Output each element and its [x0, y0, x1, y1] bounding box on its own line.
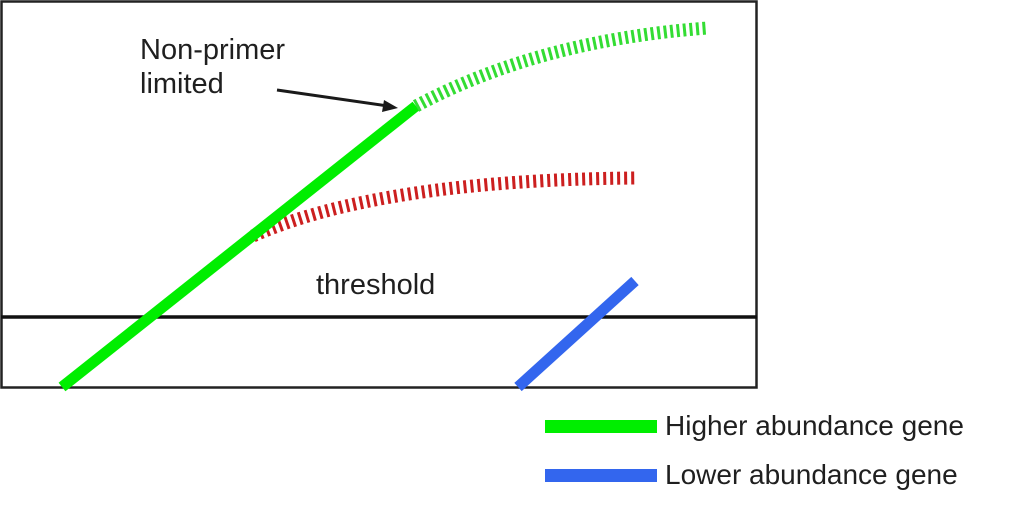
- legend-label: Higher abundance gene: [665, 410, 964, 441]
- primer-limited-curve: [250, 171, 637, 242]
- legend-label: Lower abundance gene: [665, 459, 958, 490]
- threshold-label: threshold: [316, 269, 436, 301]
- lower-abundance-line: [514, 276, 639, 392]
- annotation-line-2: limited: [140, 68, 224, 100]
- annotation-arrow-shaft: [276, 88, 389, 108]
- arrow-head-icon: [382, 100, 398, 112]
- legend-swatch-green: [545, 419, 657, 433]
- annotation-line-1: Non-primer: [140, 34, 286, 66]
- annotation-non-primer: Non-primer limited: [140, 33, 285, 101]
- legend-item-lower: Lower abundance gene: [545, 459, 958, 491]
- higher-abundance-plateau: [412, 21, 709, 112]
- higher-abundance-line: [58, 101, 420, 392]
- plot-frame: [0, 0, 758, 389]
- legend-item-higher: Higher abundance gene: [545, 410, 964, 442]
- legend-swatch-blue: [545, 468, 657, 482]
